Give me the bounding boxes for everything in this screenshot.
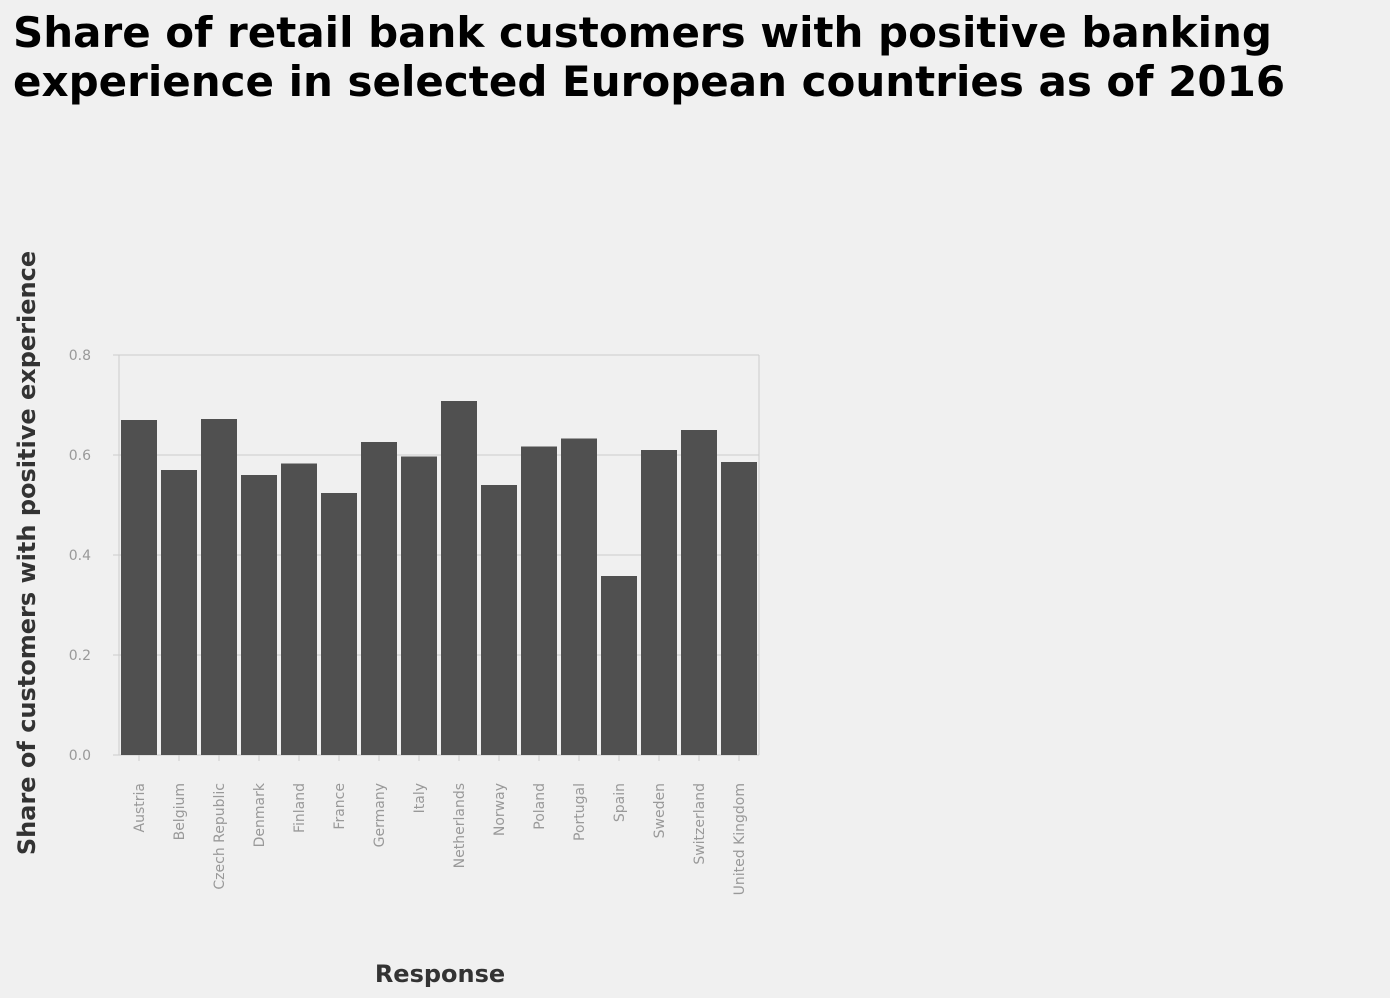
bar-belgium bbox=[161, 470, 197, 755]
bar-denmark bbox=[241, 475, 277, 755]
bar-netherlands bbox=[441, 401, 477, 755]
bar-spain bbox=[601, 576, 637, 755]
x-tick-label: United Kingdom bbox=[732, 783, 748, 895]
y-tick-label: 0.8 bbox=[69, 348, 91, 364]
bar-poland bbox=[521, 446, 557, 755]
bar-finland bbox=[281, 463, 317, 755]
y-tick-label: 0.6 bbox=[69, 448, 91, 464]
x-tick-label: Sweden bbox=[652, 783, 668, 838]
x-tick-label: Finland bbox=[292, 783, 308, 833]
x-tick-label: Belgium bbox=[172, 783, 188, 840]
y-tick-label: 0.4 bbox=[69, 548, 91, 564]
x-tick-label: Czech Republic bbox=[212, 783, 228, 890]
bar-austria bbox=[121, 420, 157, 755]
x-tick-label: Spain bbox=[612, 783, 628, 822]
chart-title: Share of retail bank customers with posi… bbox=[13, 8, 1286, 106]
x-tick-label: Italy bbox=[412, 783, 428, 813]
bar-italy bbox=[401, 456, 437, 755]
bar-france bbox=[321, 493, 357, 755]
bar-germany bbox=[361, 442, 397, 755]
bar-switzerland bbox=[681, 430, 717, 755]
y-tick-label: 0.2 bbox=[69, 648, 91, 664]
bar-portugal bbox=[561, 438, 597, 755]
x-tick-label: Germany bbox=[372, 783, 388, 847]
x-tick-label: Netherlands bbox=[452, 783, 468, 868]
y-axis-ticks: 0.0 0.2 0.4 0.6 0.8 bbox=[69, 348, 119, 764]
x-tick-label: Portugal bbox=[572, 783, 588, 841]
x-tick-label: Poland bbox=[532, 783, 548, 830]
x-tick-label: Austria bbox=[132, 783, 148, 832]
y-axis-title: Share of customers with positive experie… bbox=[13, 251, 41, 855]
bar-czech-republic bbox=[201, 419, 237, 755]
x-axis-title: Response bbox=[375, 960, 505, 988]
x-tick-label: Norway bbox=[492, 783, 508, 836]
bar-sweden bbox=[641, 450, 677, 755]
y-tick-label: 0.0 bbox=[69, 748, 91, 764]
x-axis-ticks: Austria Belgium Czech Republic Denmark Finla… bbox=[132, 755, 748, 895]
bar-united-kingdom bbox=[721, 462, 757, 755]
x-tick-label: Switzerland bbox=[692, 783, 708, 865]
x-tick-label: Denmark bbox=[252, 782, 268, 847]
bar-norway bbox=[481, 485, 517, 755]
x-tick-label: France bbox=[332, 783, 348, 830]
bars bbox=[121, 401, 757, 755]
